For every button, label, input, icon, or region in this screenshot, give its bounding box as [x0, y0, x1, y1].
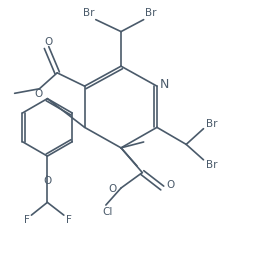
Text: N: N	[160, 78, 169, 91]
Text: F: F	[66, 216, 72, 225]
Text: O: O	[44, 37, 53, 47]
Text: Br: Br	[82, 8, 94, 18]
Text: O: O	[34, 89, 42, 99]
Text: Br: Br	[206, 119, 217, 129]
Text: O: O	[108, 184, 117, 193]
Text: O: O	[44, 176, 52, 186]
Text: F: F	[24, 216, 30, 225]
Text: Br: Br	[145, 8, 157, 18]
Text: O: O	[166, 180, 174, 190]
Text: Br: Br	[206, 160, 217, 169]
Text: Cl: Cl	[102, 207, 113, 217]
